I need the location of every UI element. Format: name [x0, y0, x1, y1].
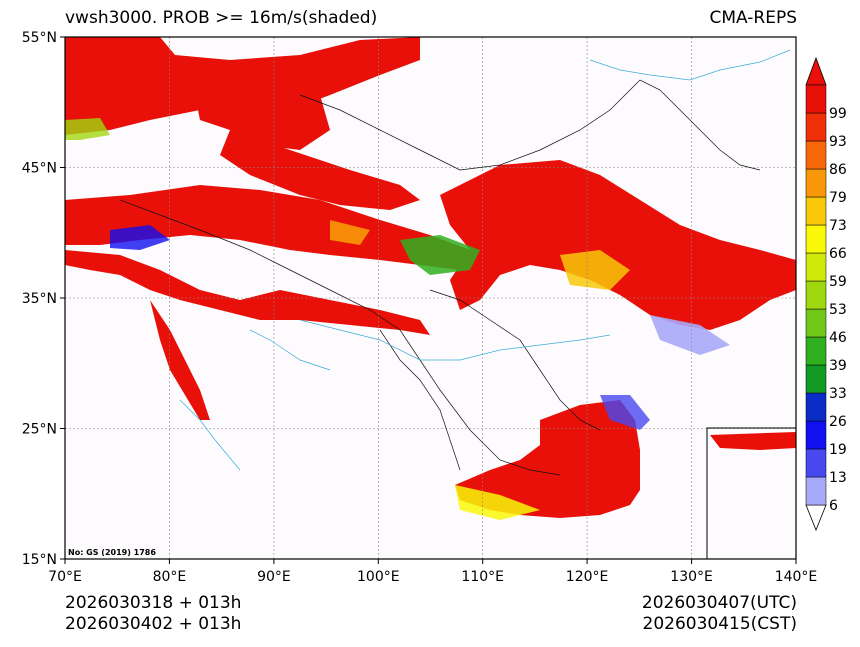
- colorbar-level-label: 53: [829, 302, 847, 318]
- colorbar-level-label: 13: [829, 470, 847, 486]
- colorbar-level-label: 79: [829, 190, 847, 206]
- colorbar-swatch: [805, 364, 827, 394]
- colorbar-level-label: 39: [829, 358, 847, 374]
- init-time-utc: 2026030318 + 013h: [65, 593, 242, 613]
- lon-label: 90°E: [257, 569, 291, 585]
- colorbar-swatch: [805, 336, 827, 366]
- gridlines: [65, 37, 796, 559]
- colorbar: 6 13 19 26 33 39 46 53 59 66 73 79 86 93 99: [805, 56, 847, 532]
- colorbar-swatch: [805, 280, 827, 310]
- colorbar-level-label: 93: [829, 134, 847, 150]
- colorbar-level-label: 66: [829, 246, 847, 262]
- map-title: vwsh3000. PROB >= 16m/s(shaded): [65, 8, 378, 28]
- probability-shading: [65, 37, 796, 520]
- colorbar-swatch: [805, 196, 827, 226]
- lon-label: 100°E: [357, 569, 400, 585]
- lat-label: 45°N: [22, 161, 57, 177]
- map-approval-note: No: GS (2019) 1786: [68, 548, 156, 557]
- colorbar-swatch: [805, 420, 827, 450]
- lon-label: 110°E: [461, 569, 504, 585]
- colorbar-level-label: 86: [829, 162, 847, 178]
- model-name: CMA-REPS: [709, 8, 797, 28]
- rivers: [179, 49, 791, 471]
- colorbar-swatch: [805, 308, 827, 338]
- valid-time-cst: 2026030415(CST): [642, 614, 797, 634]
- colorbar-swatch: [805, 476, 827, 506]
- valid-time-block: 2026030407(UTC) 2026030415(CST): [642, 593, 797, 635]
- colorbar-min-arrow: [805, 504, 827, 532]
- lat-label: 35°N: [22, 291, 57, 307]
- lon-labels: 70°E 80°E 90°E 100°E 110°E 120°E 130°E 1…: [48, 569, 817, 585]
- init-time-cst: 2026030402 + 013h: [65, 614, 242, 634]
- colorbar-level-label: 73: [829, 218, 847, 234]
- lon-label: 70°E: [48, 569, 82, 585]
- country-borders: [119, 79, 761, 476]
- colorbar-level-label: 6: [829, 498, 838, 514]
- colorbar-swatch: [805, 168, 827, 198]
- lat-tick-marks: [60, 36, 65, 560]
- colorbar-swatch: [805, 392, 827, 422]
- lat-label: 55°N: [22, 30, 57, 46]
- lon-label: 140°E: [775, 569, 818, 585]
- colorbar-level-label: 33: [829, 386, 847, 402]
- colorbar-swatch: [805, 140, 827, 170]
- colorbar-max-arrow: [805, 56, 827, 86]
- colorbar-swatch: [805, 224, 827, 254]
- lon-label: 120°E: [566, 569, 609, 585]
- lat-label: 15°N: [22, 552, 57, 568]
- colorbar-swatch: [805, 84, 827, 114]
- colorbar-level-label: 59: [829, 274, 847, 290]
- colorbar-swatch: [805, 112, 827, 142]
- colorbar-level-label: 99: [829, 106, 847, 122]
- colorbar-level-label: 26: [829, 414, 847, 430]
- lon-tick-marks: [64, 559, 797, 564]
- colorbar-swatch: [805, 252, 827, 282]
- lat-labels: 55°N 45°N 35°N 25°N 15°N: [22, 30, 57, 568]
- colorbar-level-label: 19: [829, 442, 847, 458]
- lon-label: 130°E: [670, 569, 713, 585]
- valid-time-utc: 2026030407(UTC): [641, 593, 797, 613]
- lat-label: 25°N: [22, 422, 57, 438]
- init-time-block: 2026030318 + 013h 2026030402 + 013h: [65, 593, 241, 635]
- colorbar-swatch: [805, 448, 827, 478]
- colorbar-level-label: 46: [829, 330, 847, 346]
- lon-label: 80°E: [153, 569, 187, 585]
